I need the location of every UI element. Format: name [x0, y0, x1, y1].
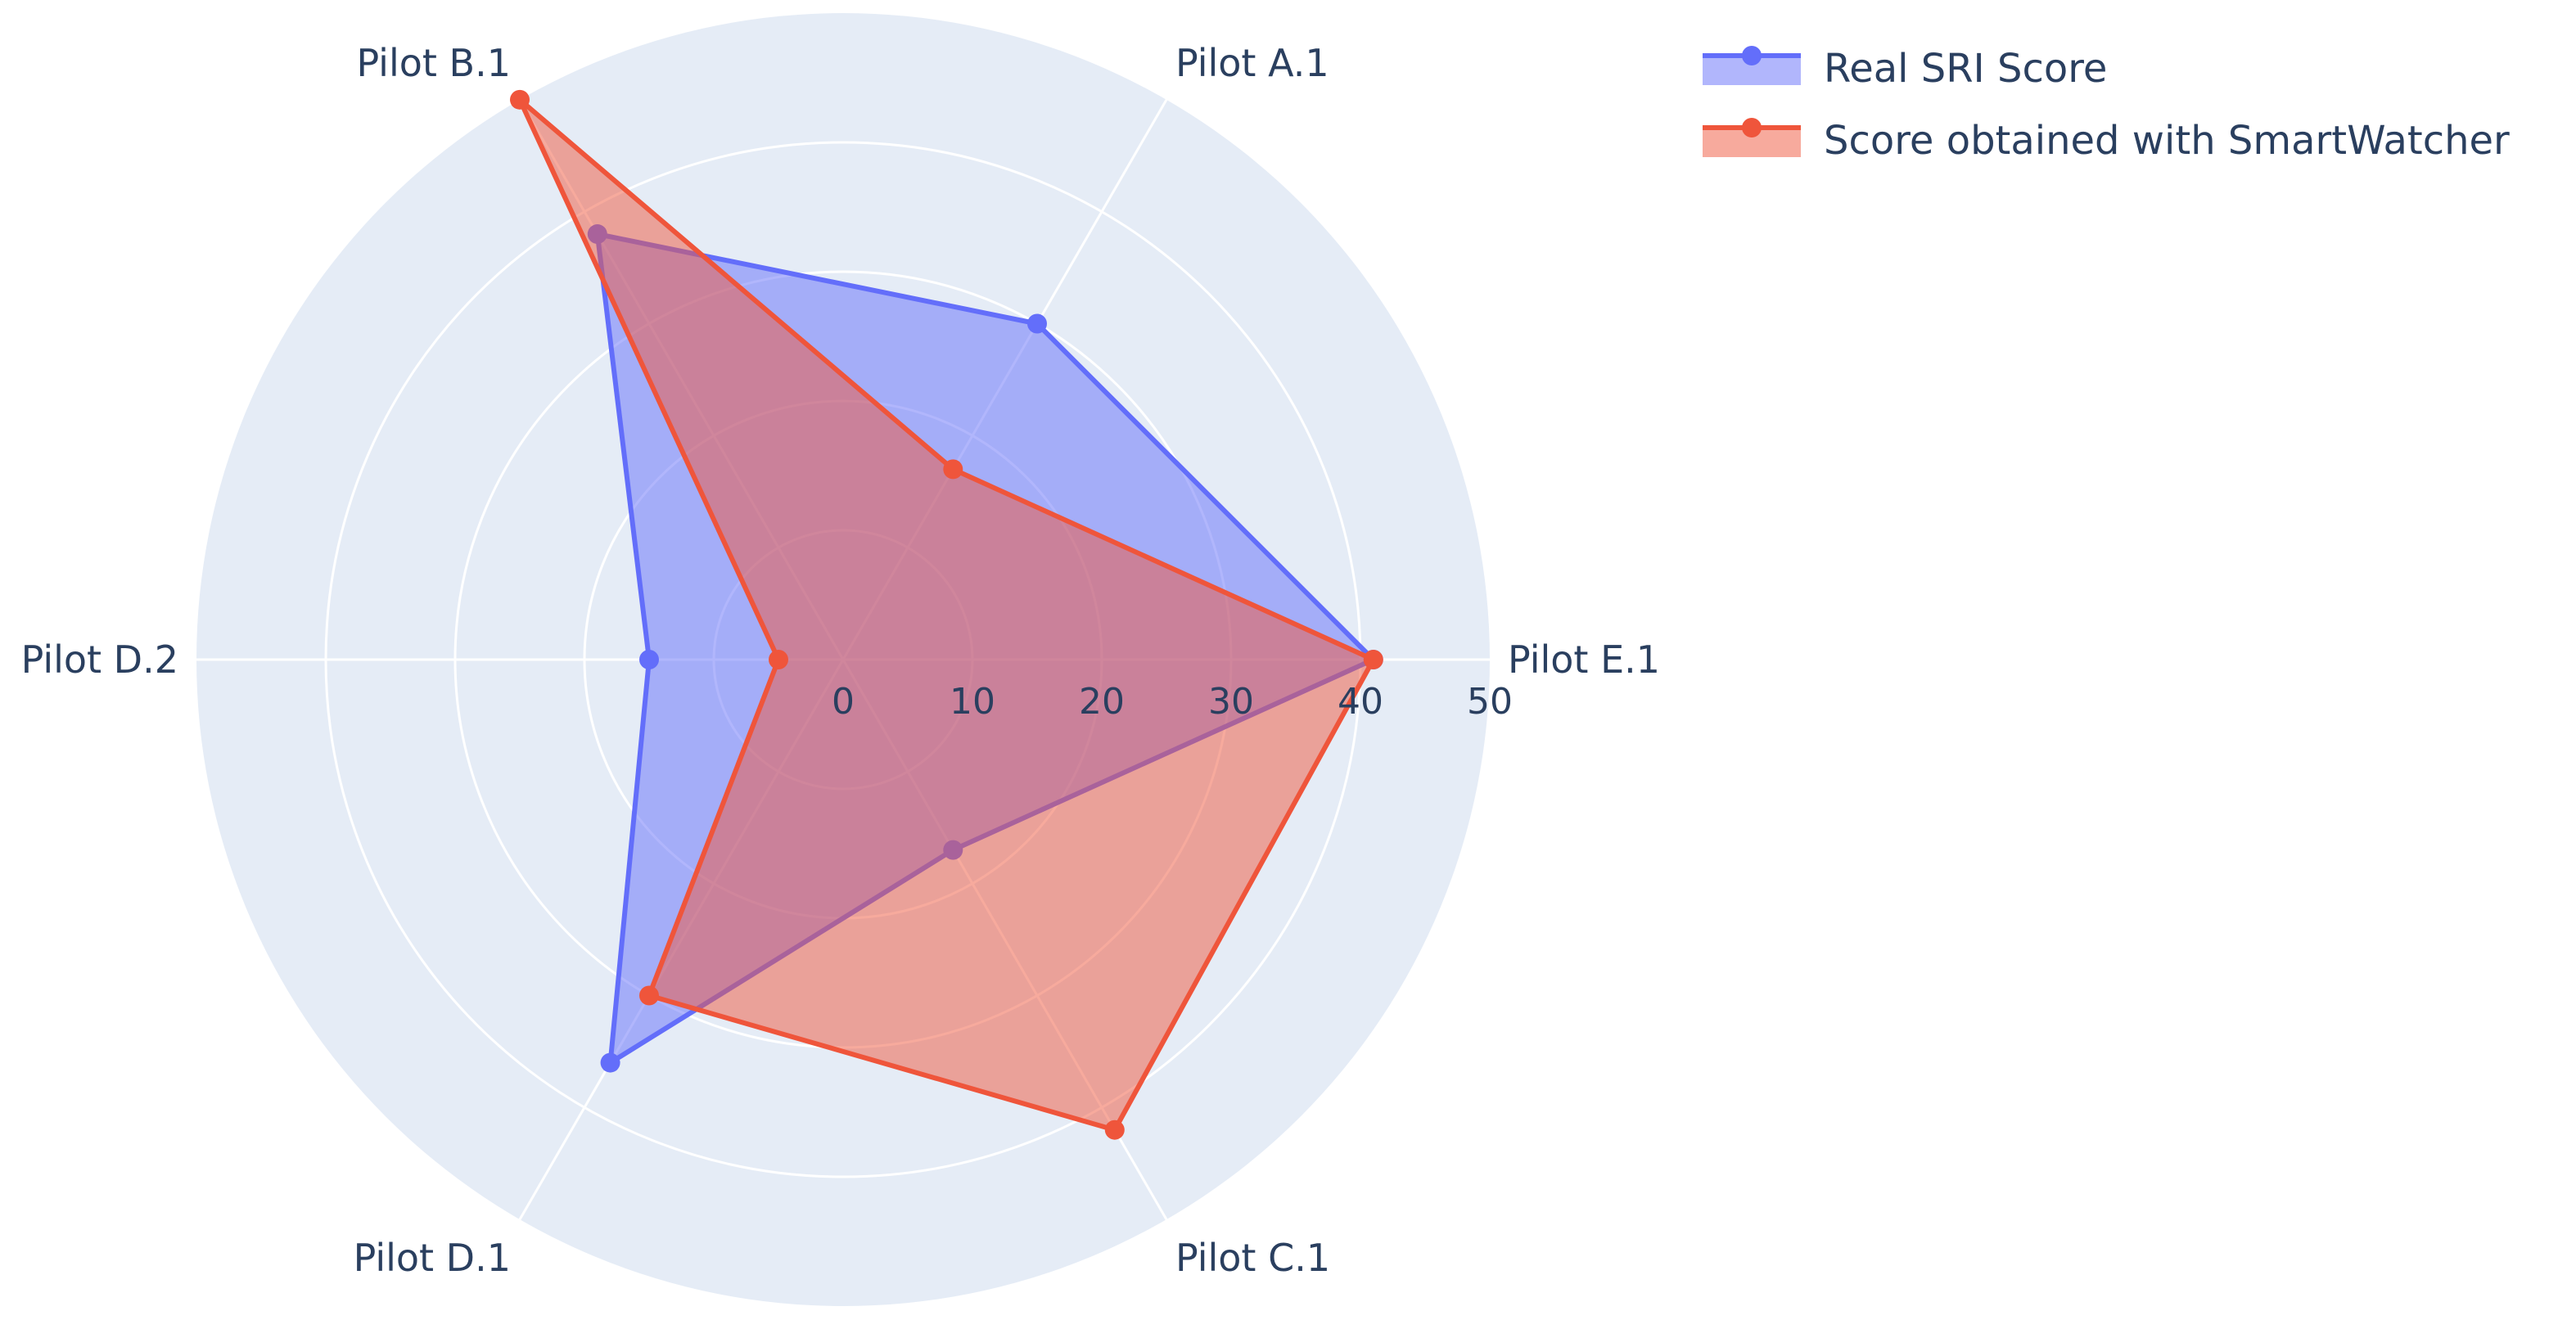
- legend-label: Real SRI Score: [1824, 46, 2107, 92]
- legend[interactable]: Real SRI Score Score obtained with SmartW…: [1703, 46, 2510, 164]
- legend-label: Score obtained with SmartWatcher: [1824, 118, 2510, 164]
- data-point[interactable]: [1104, 1120, 1125, 1140]
- category-label: Pilot C.1: [1175, 1236, 1330, 1280]
- radial-tick-label: 0: [832, 681, 855, 723]
- radial-tick-label: 40: [1338, 681, 1383, 723]
- data-point[interactable]: [639, 650, 659, 669]
- radial-tick-label: 50: [1467, 681, 1513, 723]
- data-point[interactable]: [1027, 313, 1047, 334]
- category-label: Pilot E.1: [1508, 637, 1660, 682]
- radial-tick-label: 30: [1208, 681, 1254, 723]
- data-point[interactable]: [510, 89, 530, 110]
- series-layer: [510, 89, 1383, 1140]
- data-point[interactable]: [1363, 650, 1383, 669]
- category-label: Pilot D.1: [354, 1236, 511, 1280]
- data-point[interactable]: [769, 650, 788, 669]
- radial-tick-label: 20: [1079, 681, 1125, 723]
- category-label: Pilot D.2: [21, 637, 178, 682]
- legend-marker: [1742, 118, 1762, 137]
- category-label: Pilot B.1: [356, 41, 511, 85]
- category-label: Pilot A.1: [1175, 41, 1329, 85]
- legend-marker: [1742, 46, 1762, 65]
- legend-item[interactable]: Score obtained with SmartWatcher: [1703, 118, 2510, 164]
- radial-tick-label: 10: [950, 681, 995, 723]
- data-point[interactable]: [600, 1052, 620, 1073]
- data-point[interactable]: [943, 459, 963, 480]
- legend-item[interactable]: Real SRI Score: [1703, 46, 2107, 92]
- data-point[interactable]: [639, 985, 659, 1006]
